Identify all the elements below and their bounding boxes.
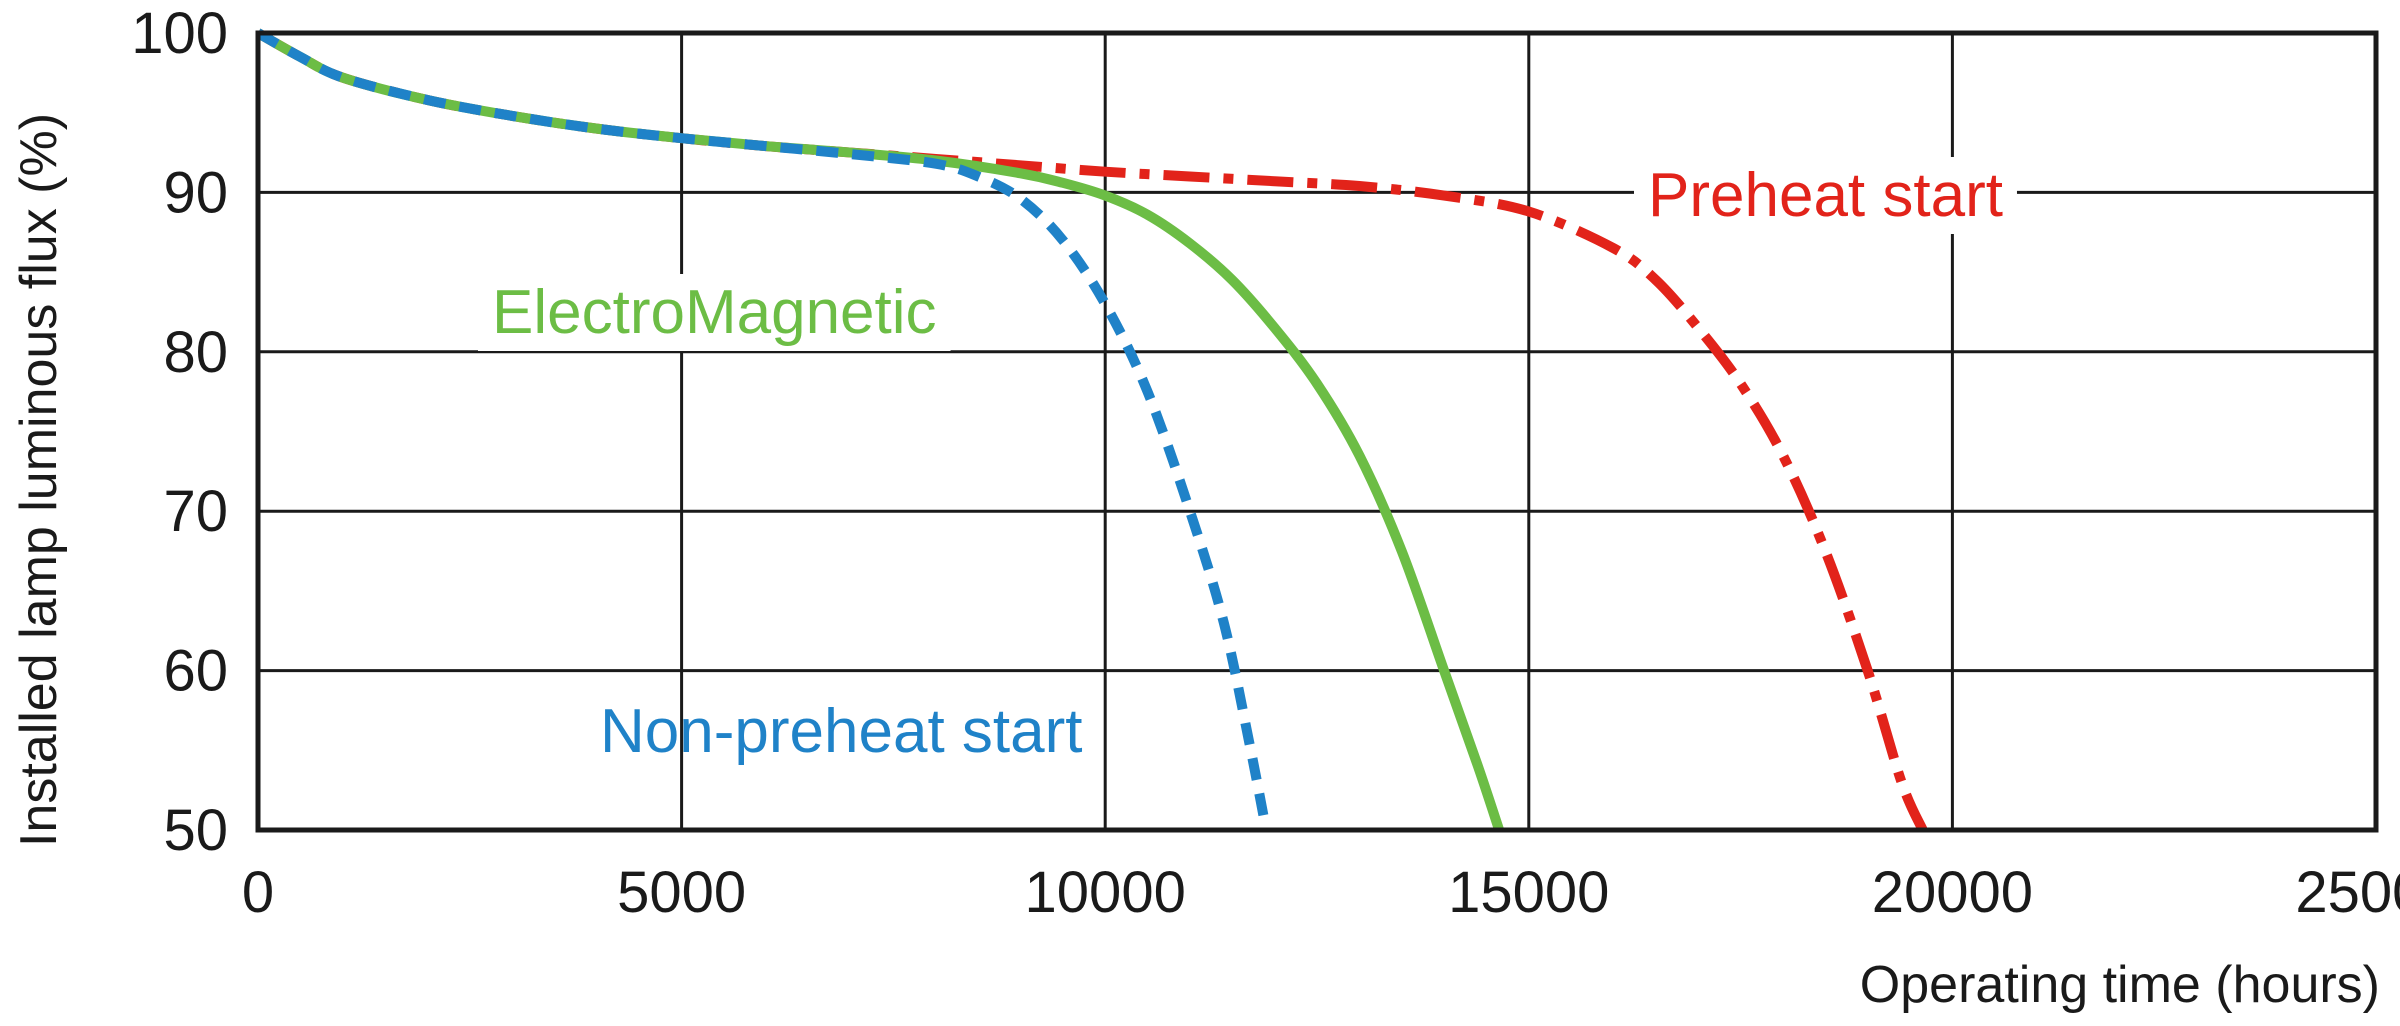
x-axis-label: Operating time (hours): [1860, 956, 2380, 1014]
preheat-start-line: [255, 28, 1928, 833]
grid-lines: [258, 33, 2376, 830]
preheat-label-bg: [1634, 157, 2017, 234]
y-tick-label: 80: [163, 320, 228, 385]
y-tick-label: 90: [163, 160, 228, 225]
y-tick-label: 70: [163, 479, 228, 544]
electromagnetic-label-bg: [478, 274, 951, 351]
x-tick-label: 5000: [617, 860, 746, 925]
series-lines: [255, 28, 1928, 833]
tick-labels: 0 5000 10000 15000 20000 25000 50 60 70 80 90 100: [131, 1, 2400, 925]
electromagnetic-label: ElectroMagnetic: [492, 278, 937, 347]
x-tick-label: 15000: [1448, 860, 1609, 925]
x-tick-label: 25000: [2295, 860, 2400, 925]
y-axis-label: Installed lamp luminous flux (%): [10, 113, 68, 847]
x-tick-label: 20000: [1872, 860, 2033, 925]
non-preheat-start-label: Non-preheat start: [600, 697, 1082, 766]
non-preheat-start-line: [255, 28, 1272, 831]
plot-frame: [255, 30, 2379, 833]
preheat-start-label: Preheat start: [1648, 161, 2003, 230]
y-tick-label: 100: [131, 1, 228, 66]
x-tick-label: 10000: [1025, 860, 1186, 925]
y-tick-label: 60: [163, 639, 228, 704]
y-tick-label: 50: [163, 798, 228, 863]
x-tick-label: 0: [242, 860, 274, 925]
